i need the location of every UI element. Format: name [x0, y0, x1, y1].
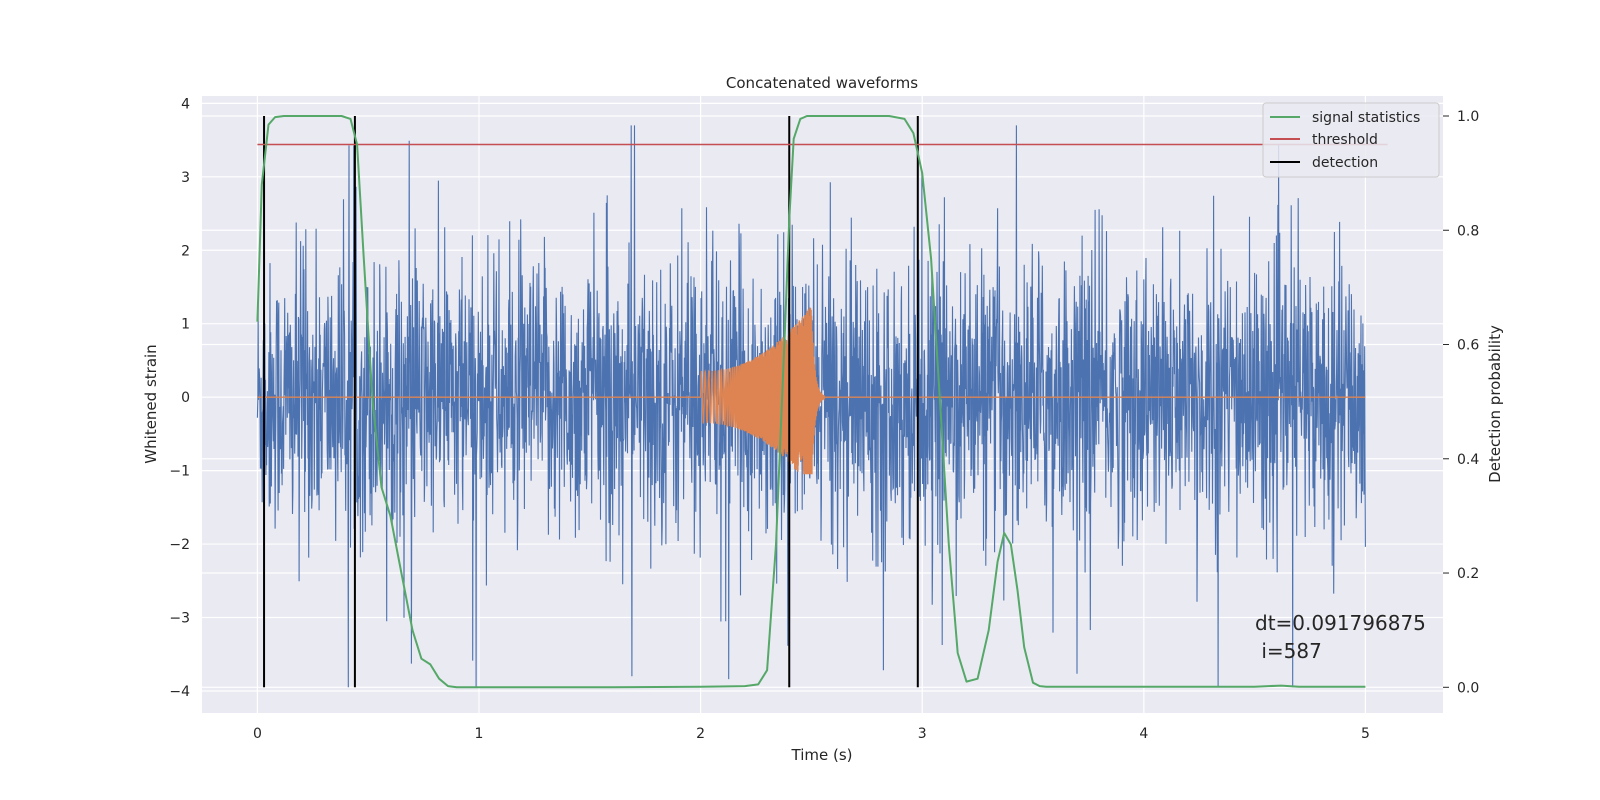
y2-tick-label: 0.0 — [1457, 680, 1479, 696]
chart-title: Concatenated waveforms — [726, 74, 918, 92]
legend-label-detection: detection — [1312, 155, 1378, 171]
x-tick-label: 2 — [696, 726, 705, 742]
y2-axis-label: Detection probability — [1486, 325, 1504, 483]
y2-tick-label: 1.0 — [1457, 109, 1479, 125]
y-tick-label: 0 — [181, 390, 190, 406]
y2-tick-label: 0.2 — [1457, 566, 1479, 582]
y-tick-label: −4 — [169, 684, 190, 700]
legend-box — [1262, 102, 1440, 178]
y2-tick-label: 0.4 — [1457, 452, 1479, 468]
legend-label-threshold: threshold — [1312, 132, 1378, 148]
y-tick-label: −2 — [169, 537, 190, 553]
y-tick-label: 3 — [181, 170, 190, 186]
x-tick-label: 5 — [1361, 726, 1370, 742]
annotation: dt=0.091796875 i=587 — [1255, 611, 1426, 663]
y-tick-label: −1 — [169, 464, 190, 480]
legend-label-signal: signal statistics — [1312, 110, 1420, 126]
signal-statistics-line — [256, 115, 1366, 689]
x-tick-label: 1 — [475, 726, 484, 742]
y-axis-label: Whitened strain — [142, 344, 160, 463]
template-series-line — [257, 307, 1366, 475]
x-axis-label: Time (s) — [791, 746, 853, 764]
y-tick-label: −3 — [169, 611, 190, 627]
y-tick-label: 1 — [181, 317, 190, 333]
y-tick-label: 4 — [181, 96, 190, 112]
series-layer — [256, 115, 1388, 689]
y-tick-label: 2 — [181, 243, 190, 259]
x-tick-label: 4 — [1139, 726, 1148, 742]
x-tick-label: 0 — [253, 726, 262, 742]
annotation-i: i=587 — [1255, 639, 1322, 663]
ticks-layer: 0 1 2 3 4 5 −4 −3 −2 −1 0 1 2 3 4 0.0 0.2 0.4 0.6 0.8 1.0 — [169, 96, 1479, 742]
y2-tick-label: 0.8 — [1457, 223, 1479, 239]
y2-tick-label: 0.6 — [1457, 338, 1479, 354]
annotation-dt: dt=0.091796875 — [1255, 611, 1426, 635]
x-tick-label: 3 — [918, 726, 927, 742]
legend: signal statistics threshold detection — [1262, 102, 1440, 178]
